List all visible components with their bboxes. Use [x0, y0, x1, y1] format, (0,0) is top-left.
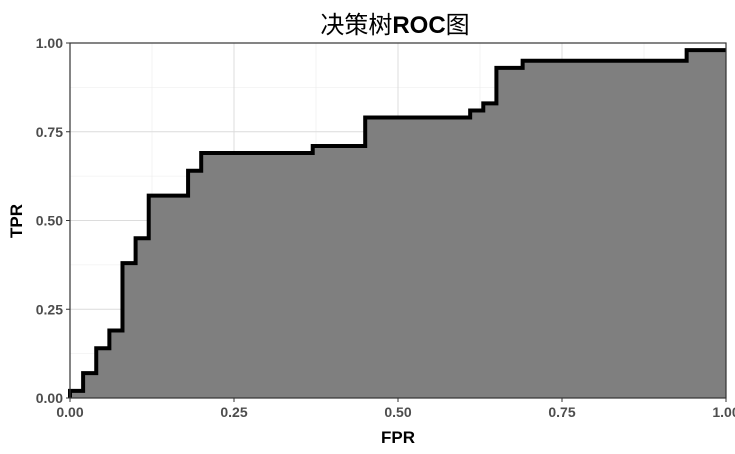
- plot-area: [68, 48, 726, 398]
- y-tick-label: 0.25: [36, 301, 63, 317]
- x-tick-label: 0.75: [548, 404, 575, 420]
- y-tick-label: 0.75: [36, 124, 63, 140]
- chart-title-prefix: 决策树: [320, 11, 392, 39]
- y-axis: 0.00 0.25 0.50 0.75 1.00: [36, 35, 70, 406]
- x-tick-label: 0.50: [384, 404, 411, 420]
- chart-title: 决策树ROC图: [320, 11, 469, 39]
- y-tick-label: 1.00: [36, 35, 63, 51]
- y-tick-label: 0.50: [36, 213, 63, 229]
- chart-title-roc: ROC: [392, 12, 445, 39]
- x-tick-label: 0.00: [56, 404, 83, 420]
- roc-curve-line: [68, 48, 726, 398]
- x-tick-label: 1.00: [712, 404, 735, 420]
- chart-title-suffix: 图: [446, 11, 470, 39]
- x-tick-label: 0.25: [220, 404, 247, 420]
- roc-area-fill: [70, 50, 726, 398]
- y-tick-label: 0.00: [36, 390, 63, 406]
- x-axis-title: FPR: [381, 428, 415, 447]
- y-axis-title: TPR: [7, 204, 26, 238]
- x-axis: 0.00 0.25 0.50 0.75 1.00: [56, 398, 735, 420]
